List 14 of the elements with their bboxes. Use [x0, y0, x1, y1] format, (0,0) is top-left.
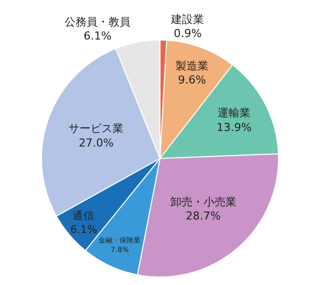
slice-label: 通信 — [72, 208, 95, 222]
slice-label: サービス業 — [68, 122, 124, 136]
data-label: 27.0% — [78, 136, 114, 150]
data-label: 9.6% — [178, 74, 206, 87]
slice-label: 卸売・小売業 — [170, 195, 236, 208]
slice-label: 運輸業 — [218, 106, 251, 120]
data-label: 6.1% — [84, 30, 112, 43]
slice-label: 製造業 — [176, 59, 208, 72]
data-label: 13.9% — [216, 121, 252, 134]
slice-label: 公務員・教員 — [64, 15, 131, 28]
slice-label: 建設業 — [170, 12, 204, 26]
data-label: 0.9% — [174, 27, 202, 40]
data-label: 28.7% — [186, 210, 221, 223]
data-label: 6.1% — [70, 222, 98, 236]
